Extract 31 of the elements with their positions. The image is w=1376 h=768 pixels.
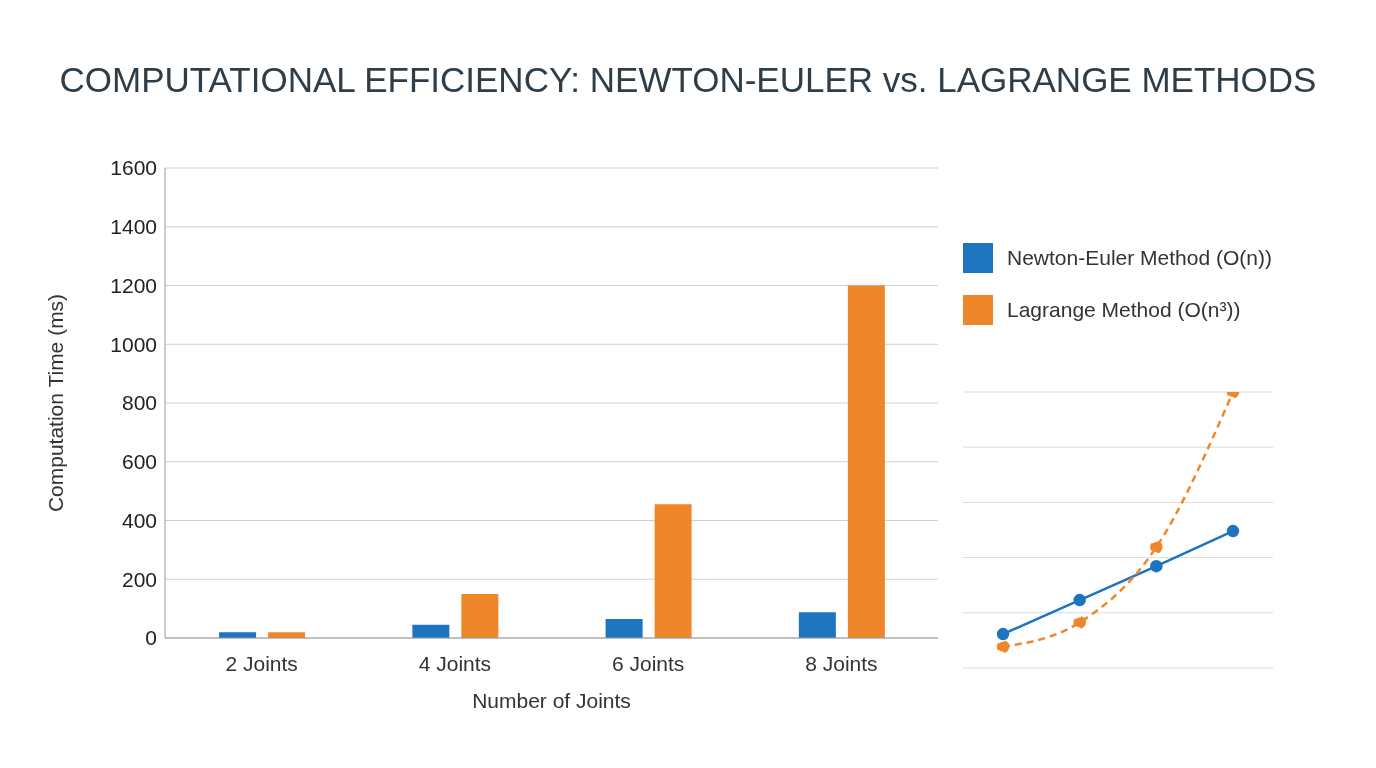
y-tick-label: 800 — [121, 391, 157, 415]
point — [1226, 524, 1240, 538]
point — [1073, 616, 1086, 629]
bar — [605, 618, 643, 638]
x-tick-label: 6 Joints — [611, 651, 685, 675]
y-tick-label: 600 — [121, 450, 157, 474]
chart-title: COMPUTATIONAL EFFICIENCY: NEWTON-EULER vs. LAGRANGE METHODS — [58, 60, 1318, 100]
point — [996, 640, 1010, 653]
y-tick-label: 0 — [145, 626, 157, 650]
point — [996, 627, 1010, 641]
x-tick-label: 8 Joints — [805, 651, 878, 675]
y-tick-label: 1600 — [110, 156, 157, 180]
y-tick-label: 1000 — [110, 332, 157, 356]
y-tick-label: 1200 — [110, 273, 157, 297]
point — [1073, 593, 1086, 607]
x-tick-label: 2 Joints — [225, 651, 298, 675]
legend-label: Lagrange Method (O(n³)) — [1007, 298, 1241, 322]
x-tick-label: 4 Joints — [418, 651, 492, 675]
bar — [654, 504, 692, 638]
y-tick-label: 400 — [121, 508, 157, 532]
y-axis-title: Computation Time (ms) — [44, 293, 68, 513]
bar — [461, 593, 499, 638]
legend-label: Newton-Euler Method (O(n)) — [1007, 246, 1272, 270]
y-tick-label: 1400 — [110, 215, 157, 239]
bar — [798, 612, 836, 638]
x-axis-title: Number of Joints — [472, 689, 631, 712]
y-tick-label: 200 — [121, 567, 157, 591]
bar — [412, 624, 450, 638]
point — [1150, 559, 1163, 573]
bar — [847, 285, 885, 638]
point — [1150, 540, 1163, 554]
